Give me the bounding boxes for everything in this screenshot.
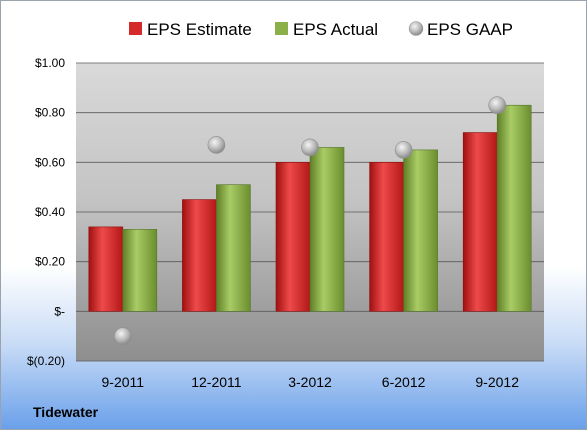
bar-eps-estimate	[182, 199, 217, 312]
x-category-label: 6-2012	[382, 374, 426, 390]
x-axis-category-labels: 9-2011 12-2011 3-2012 6-2012 9-2012	[102, 374, 520, 390]
y-tick-label: $0.20	[35, 255, 65, 269]
x-category-label: 9-2012	[475, 374, 519, 390]
bar-eps-estimate	[275, 162, 311, 312]
legend-swatch-eps-gaap	[408, 21, 424, 36]
bar-eps-estimate	[462, 132, 498, 312]
legend-label-eps-gaap: EPS GAAP	[427, 20, 513, 39]
y-tick-label: $(0.20)	[27, 354, 65, 368]
eps-gaap-point	[114, 327, 132, 345]
y-tick-label: $-	[54, 304, 65, 318]
bar-eps-actual	[403, 149, 438, 312]
company-label: Tidewater	[33, 404, 99, 420]
y-tick-label: $0.80	[35, 106, 65, 120]
bar-eps-estimate	[369, 162, 404, 312]
bar-eps-actual	[216, 184, 251, 312]
gaap-points	[114, 96, 507, 345]
x-category-label: 9-2011	[102, 374, 145, 390]
bar-eps-actual	[496, 104, 532, 312]
legend-label-eps-estimate: EPS Estimate	[147, 20, 252, 39]
legend-label-eps-actual: EPS Actual	[293, 20, 378, 39]
eps-gaap-point	[394, 141, 413, 159]
legend: EPS Estimate EPS Actual EPS GAAP	[129, 20, 513, 39]
bar-eps-estimate	[88, 226, 124, 312]
y-tick-label: $0.60	[35, 155, 65, 169]
legend-swatch-eps-actual	[275, 22, 288, 35]
eps-gaap-point	[488, 96, 507, 115]
y-tick-label: $1.00	[35, 56, 65, 70]
legend-swatch-eps-estimate	[129, 22, 142, 35]
eps-gaap-point	[301, 138, 319, 157]
y-axis-tick-labels: $(0.20) $- $0.20 $0.40 $0.60 $0.80 $1.00	[27, 56, 65, 368]
x-category-label: 12-2011	[191, 374, 242, 390]
bars	[88, 104, 532, 312]
y-tick-label: $0.40	[35, 205, 65, 219]
bar-eps-actual	[122, 229, 158, 312]
eps-gaap-point	[207, 136, 226, 154]
x-category-label: 3-2012	[288, 374, 332, 390]
bar-eps-actual	[309, 147, 345, 312]
